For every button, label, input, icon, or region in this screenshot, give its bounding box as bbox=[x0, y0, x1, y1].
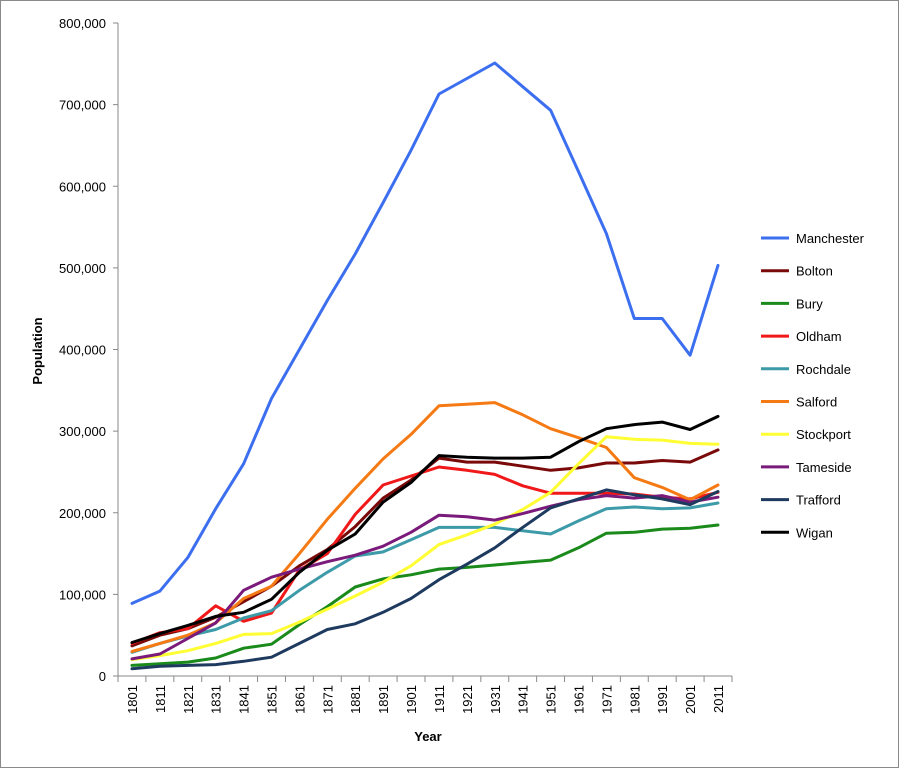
x-tick-label: 1821 bbox=[181, 685, 196, 714]
x-tick-label: 1931 bbox=[488, 685, 503, 714]
y-tick-label: 700,000 bbox=[59, 98, 106, 113]
y-tick-label: 0 bbox=[99, 669, 106, 684]
legend-label-oldham: Oldham bbox=[796, 329, 842, 344]
legend-label-tameside: Tameside bbox=[796, 460, 852, 475]
x-tick-label: 1971 bbox=[599, 685, 614, 714]
legend: Manchester Bolton Bury Oldham Rochdale Salfor… bbox=[761, 231, 865, 540]
series-lines bbox=[130, 61, 720, 671]
legend-label-rochdale: Rochdale bbox=[796, 362, 851, 377]
legend-label-trafford: Trafford bbox=[796, 493, 841, 508]
y-axis-title: Population bbox=[30, 317, 45, 384]
x-tick-label: 1851 bbox=[265, 685, 280, 714]
series-line-manchester bbox=[130, 61, 720, 605]
x-tick-label: 1911 bbox=[432, 685, 447, 713]
x-tick-label: 1891 bbox=[376, 685, 391, 714]
legend-label-salford: Salford bbox=[796, 395, 837, 410]
y-tick-label: 800,000 bbox=[59, 16, 106, 31]
x-tick-label: 1941 bbox=[516, 685, 531, 714]
x-axis-ticks: 1801 1811 1821 1831 1841 1851 1861 1871 1881 1891… bbox=[117, 676, 733, 714]
x-tick-label: 1881 bbox=[348, 685, 363, 714]
x-tick-label: 1831 bbox=[209, 685, 224, 714]
series-line-trafford bbox=[130, 488, 720, 671]
legend-label-stockport: Stockport bbox=[796, 427, 851, 442]
y-tick-label: 200,000 bbox=[59, 506, 106, 521]
legend-label-manchester: Manchester bbox=[796, 231, 865, 246]
legend-label-wigan: Wigan bbox=[796, 525, 833, 540]
x-tick-label: 2011 bbox=[711, 685, 726, 713]
legend-label-bolton: Bolton bbox=[796, 264, 833, 279]
series-line-rochdale bbox=[130, 501, 720, 654]
x-tick-label: 1951 bbox=[544, 685, 559, 714]
series-line-tameside bbox=[130, 494, 720, 661]
y-tick-label: 300,000 bbox=[59, 424, 106, 439]
x-tick-label: 1901 bbox=[404, 685, 419, 714]
x-tick-label: 1871 bbox=[320, 685, 335, 714]
series-line-bury bbox=[130, 523, 720, 667]
x-tick-label: 1981 bbox=[627, 685, 642, 714]
series-line-salford bbox=[130, 401, 720, 653]
series-line-stockport bbox=[130, 435, 720, 662]
y-tick-label: 500,000 bbox=[59, 261, 106, 276]
x-tick-label: 1961 bbox=[572, 685, 587, 714]
x-tick-label: 1861 bbox=[292, 685, 307, 714]
x-tick-label: 1991 bbox=[655, 685, 670, 714]
x-tick-label: 2001 bbox=[683, 685, 698, 714]
y-axis-ticks: 0 100,000 200,000 300,000 400,000 500,000 600,… bbox=[59, 16, 118, 684]
x-tick-label: 1801 bbox=[125, 685, 140, 714]
x-axis-title: Year bbox=[414, 729, 441, 744]
x-tick-label: 1811 bbox=[153, 685, 168, 713]
series-line-wigan bbox=[130, 414, 720, 644]
x-tick-label: 1921 bbox=[460, 685, 475, 714]
x-tick-label: 1841 bbox=[237, 685, 252, 714]
legend-label-bury: Bury bbox=[796, 296, 823, 311]
y-tick-label: 400,000 bbox=[59, 343, 106, 358]
y-tick-label: 600,000 bbox=[59, 179, 106, 194]
y-tick-label: 100,000 bbox=[59, 587, 106, 602]
